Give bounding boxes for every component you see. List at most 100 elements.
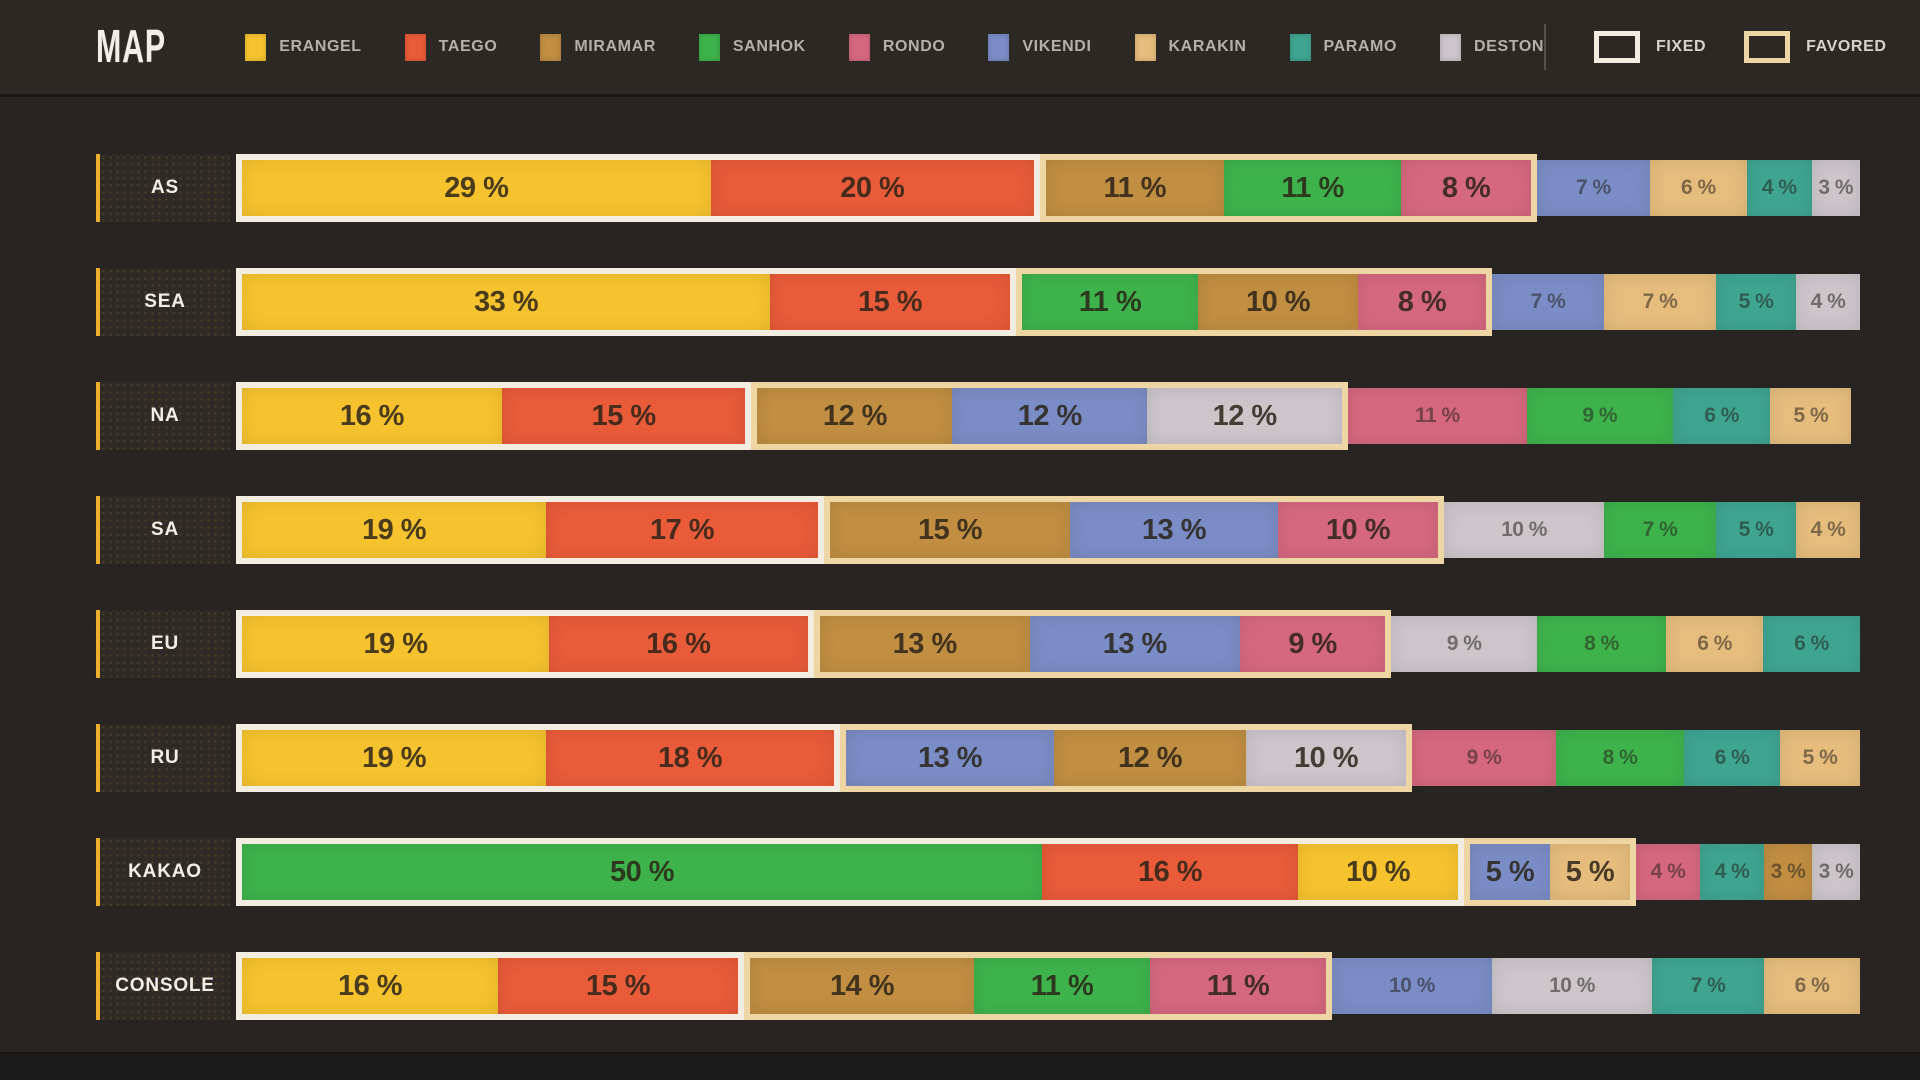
bar-track: 50 % 16 % 10 % 5 % 5 % 4 % 4 % 3 % 3 % [236,838,1860,906]
bar-track: 16 % 15 % 12 % 12 % 12 % 11 % 9 % 6 % 5 % [236,382,1860,450]
legend-label: ERANGEL [279,38,362,55]
marker-item-fixed: FIXED [1594,31,1706,63]
segment-value: 6 % [1794,632,1829,655]
fixed-group: 16 % 15 % [236,382,752,450]
bar-segment-taego: 16 % [549,616,808,672]
segment-value: 8 % [1397,285,1447,318]
legend-item-vikendi: VIKENDI [988,33,1092,61]
bar-segment-miramar: 13 % [819,616,1030,672]
bar-segment-vikendi: 5 % [1470,844,1550,900]
bar-segment-sanhok: 11 % [1223,160,1402,216]
bar-segment-taego: 15 % [770,274,1010,330]
segment-value: 10 % [1389,974,1435,997]
bar-segment-vikendi: 7 % [1536,160,1650,216]
legend-swatch-sanhok [698,33,720,61]
bar-segment-karakin: 7 % [1604,274,1716,330]
segment-value: 17 % [649,513,715,546]
segment-value: 15 % [591,399,657,432]
region-row-ru: RU 19 % 18 % 13 % 12 % 10 % 9 % 8 % 6 % 5 % [96,724,1860,792]
bar-segment-vikendi: 13 % [1029,616,1240,672]
bar-segment-miramar: 3 % [1764,844,1812,900]
segment-value: 9 % [1446,632,1482,655]
bar-segment-rondo: 10 % [1277,502,1438,558]
none-group: 10 % 10 % 7 % 6 % [1332,958,1860,1014]
favored-group: 13 % 12 % 10 % [840,724,1412,792]
favored-group: 11 % 11 % 8 % [1039,154,1537,222]
segment-value: 16 % [337,969,403,1002]
segment-value: 7 % [1642,290,1678,313]
region-label: AS [96,154,230,222]
bar-segment-taego: 17 % [546,502,818,558]
fixed-group: 16 % 15 % [236,952,744,1020]
bar-segment-rondo: 8 % [1358,274,1486,330]
segment-value: 10 % [1245,285,1311,318]
legend-label: KARAKIN [1168,38,1247,55]
segment-value: 6 % [1704,404,1739,427]
footer-strip [0,1052,1920,1080]
legend-swatch-paramo [1289,33,1311,61]
favored-group: 5 % 5 % [1464,838,1636,906]
favored-group: 13 % 13 % 9 % [813,610,1392,678]
segment-value: 5 % [1738,290,1774,313]
segment-value: 4 % [1810,290,1846,313]
segment-value: 29 % [444,171,509,204]
bar-segment-rondo: 4 % [1636,844,1700,900]
segment-value: 11 % [1030,969,1094,1002]
legend-label: VIKENDI [1022,38,1092,55]
segment-value: 19 % [361,513,427,546]
none-group: 7 % 7 % 5 % 4 % [1492,274,1860,330]
fixed-group: 19 % 16 % [236,610,814,678]
fixed-marker-box [1594,31,1641,63]
bar-segment-deston: 10 % [1444,502,1604,558]
segment-value: 13 % [892,627,958,660]
bar-segment-taego: 15 % [498,958,738,1014]
bar-segment-vikendi: 12 % [952,388,1148,444]
bar-segment-taego: 18 % [546,730,834,786]
segment-value: 11 % [1078,285,1142,318]
bar-track: 19 % 17 % 15 % 13 % 10 % 10 % 7 % 5 % 4 % [236,496,1860,564]
segment-value: 5 % [1793,404,1829,427]
bar-segment-erangel: 19 % [242,730,546,786]
bar-segment-erangel: 10 % [1298,844,1458,900]
bar-segment-sanhok: 11 % [1022,274,1198,330]
region-row-as: AS 29 % 20 % 11 % 11 % 8 % 7 % 6 % 4 % 3 % [96,154,1860,222]
favored-group: 14 % 11 % 11 % [744,952,1332,1020]
legend-item-deston: DESTON [1440,33,1544,61]
map-legend: ERANGEL TAEGO MIRAMAR SANHOK RONDO VIKENDI KAR… [245,33,1544,61]
bar-segment-sanhok: 8 % [1556,730,1684,786]
segment-value: 8 % [1441,171,1491,204]
bar-segment-vikendi: 13 % [1069,502,1278,558]
segment-value: 5 % [1738,518,1774,541]
segment-value: 11 % [1103,171,1167,204]
region-row-sa: SA 19 % 17 % 15 % 13 % 10 % 10 % 7 % 5 % 4 % [96,496,1860,564]
legend-item-sanhok: SANHOK [698,33,806,61]
bar-segment-vikendi: 10 % [1332,958,1492,1014]
segment-value: 11 % [1206,969,1270,1002]
marker-item-favored: FAVORED [1744,31,1886,63]
bar-segment-deston: 4 % [1796,274,1860,330]
bar-segment-paramo: 7 % [1652,958,1764,1014]
none-group: 10 % 7 % 5 % 4 % [1444,502,1860,558]
legend-item-paramo: PARAMO [1289,33,1398,61]
segment-value: 3 % [1770,860,1806,883]
bar-segment-erangel: 29 % [242,160,711,216]
segment-value: 5 % [1565,855,1615,888]
legend-divider [1544,24,1547,70]
bar-segment-deston: 3 % [1812,844,1860,900]
bar-segment-paramo: 4 % [1746,160,1812,216]
segment-value: 9 % [1466,746,1502,769]
bar-segment-sanhok: 50 % [242,844,1042,900]
legend-item-karakin: KARAKIN [1134,33,1247,61]
bar-segment-miramar: 12 % [1054,730,1246,786]
segment-value: 13 % [917,741,983,774]
page-title: MAP [96,20,166,72]
bar-segment-deston: 12 % [1147,388,1343,444]
segment-value: 12 % [1017,399,1083,432]
segment-value: 16 % [339,399,405,432]
legend-item-miramar: MIRAMAR [540,33,656,61]
bar-segment-paramo: 6 % [1684,730,1780,786]
legend-label: SANHOK [732,38,806,55]
segment-value: 19 % [361,741,427,774]
bar-segment-taego: 20 % [710,160,1034,216]
